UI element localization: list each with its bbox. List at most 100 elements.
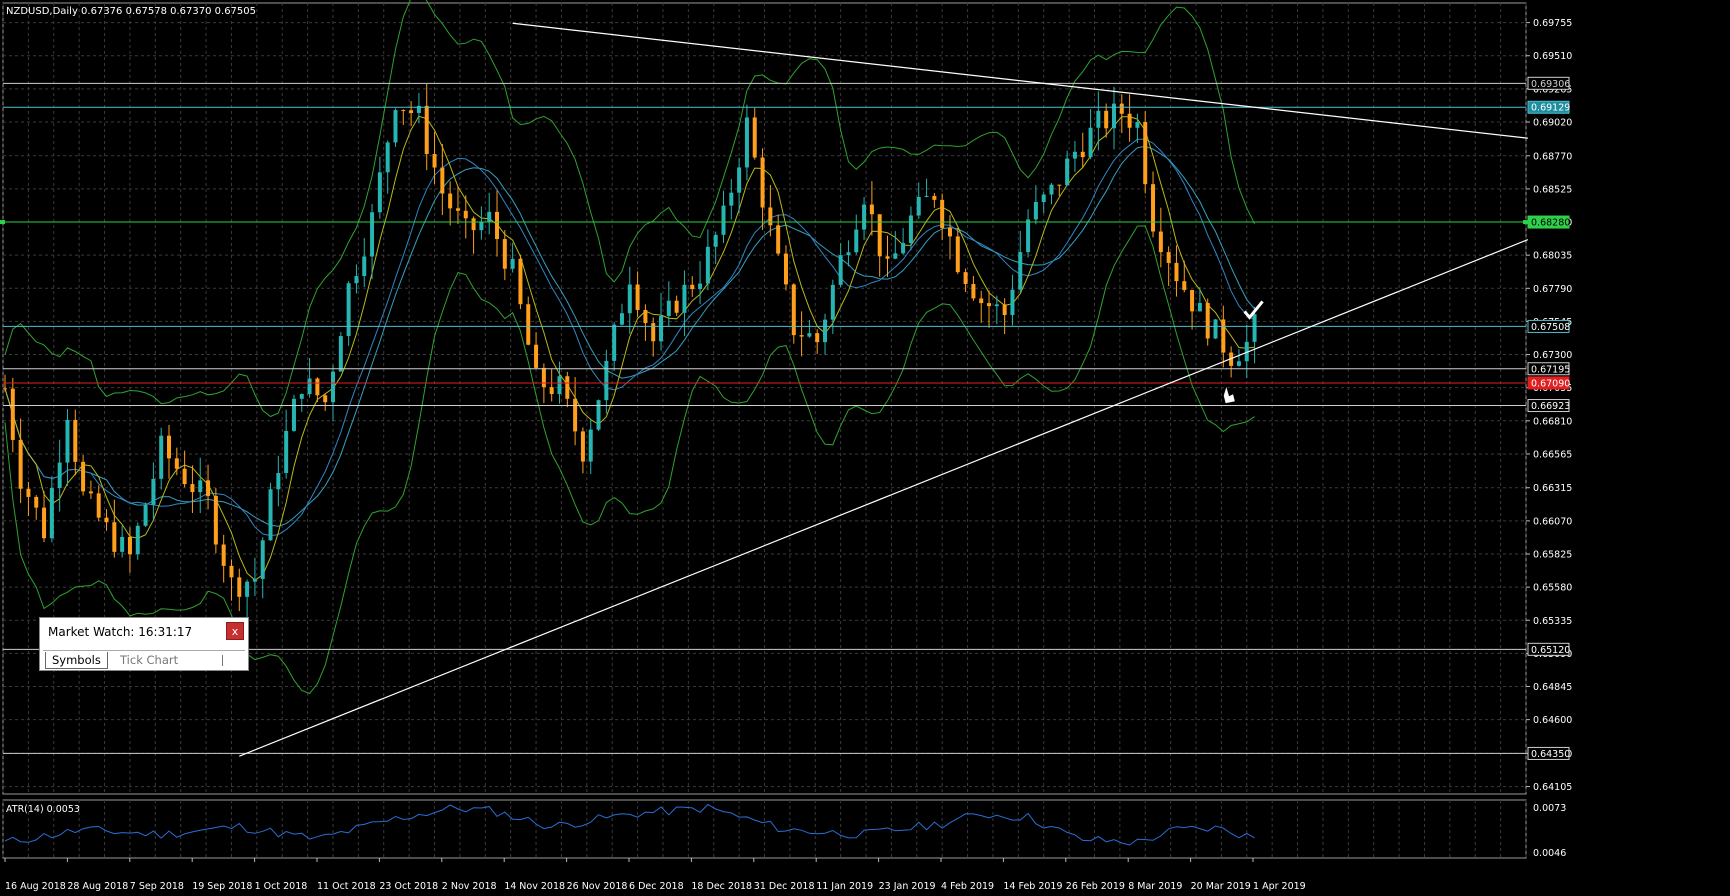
candle-body: [424, 105, 429, 155]
price-tick-label: 0.66070: [1533, 516, 1572, 527]
time-tick-label: 20 Mar 2019: [1191, 881, 1251, 892]
close-icon[interactable]: x: [226, 622, 244, 640]
candle-body: [237, 577, 242, 597]
chart-header: NZDUSD,Daily 0.67376 0.67578 0.67370 0.6…: [6, 6, 256, 17]
candle-body: [463, 210, 468, 219]
candle-body: [167, 435, 172, 459]
time-tick-label: 19 Sep 2018: [192, 881, 252, 892]
candle-body: [580, 431, 585, 462]
price-badge-label: 0.64350: [1531, 749, 1570, 760]
candle-body: [440, 167, 445, 194]
atr-axis-label: 0.0073: [1533, 803, 1566, 814]
candle-body: [705, 246, 710, 284]
candle-body: [643, 309, 648, 324]
candle-body: [651, 323, 656, 342]
candle-body: [1033, 201, 1038, 220]
candle-body: [690, 284, 695, 290]
candle-body: [799, 335, 804, 337]
time-tick-label: 14 Feb 2019: [1003, 881, 1062, 892]
time-tick-label: 6 Dec 2018: [629, 881, 684, 892]
candle-body: [729, 192, 734, 206]
price-badge-label: 0.67195: [1531, 364, 1570, 375]
candle-body: [940, 199, 945, 229]
candle-body: [612, 324, 617, 361]
market-watch-panel[interactable]: Market Watch: 16:31:17 x Symbols Tick Ch…: [39, 617, 249, 671]
candle-body: [245, 581, 250, 597]
candle-body: [1205, 303, 1210, 339]
candle-body: [385, 142, 390, 173]
candle-body: [924, 195, 929, 197]
candle-body: [901, 243, 906, 254]
time-tick-label: 7 Sep 2018: [130, 881, 184, 892]
candle-body: [455, 208, 460, 211]
candle-body: [947, 228, 952, 237]
candle-body: [299, 394, 304, 399]
price-badge: [1527, 746, 1570, 760]
price-tick-label: 0.69020: [1533, 117, 1572, 128]
candle-body: [1127, 113, 1132, 128]
candle-body: [495, 211, 500, 240]
tab-tick-chart[interactable]: Tick Chart: [120, 653, 179, 667]
price-tick-label: 0.68525: [1533, 184, 1572, 195]
candle-body: [229, 565, 234, 578]
price-tick-label: 0.69755: [1533, 18, 1572, 29]
candle-body: [276, 473, 281, 490]
candle-body: [971, 284, 976, 299]
candle-body: [1018, 252, 1023, 290]
tab-symbols[interactable]: Symbols: [45, 652, 108, 669]
price-tick-label: 0.69510: [1533, 51, 1572, 62]
candle-body: [49, 487, 54, 539]
price-badge: [1527, 76, 1570, 90]
price-badge-label: 0.67090: [1531, 378, 1570, 389]
candle-body: [1135, 122, 1140, 128]
atr-line: [4, 803, 1255, 846]
candle-body: [659, 316, 664, 342]
candle-body: [34, 496, 39, 508]
candle-body: [737, 167, 742, 193]
candle-body: [213, 495, 218, 545]
candle-body: [88, 491, 93, 494]
candle-body: [1244, 341, 1249, 362]
hand-cursor-icon: [1222, 384, 1236, 405]
candle-body: [635, 284, 640, 310]
candle-body: [448, 193, 453, 209]
candle-body: [159, 435, 164, 479]
candle-body: [73, 419, 78, 462]
candle-body: [1151, 184, 1156, 232]
candle-body: [1182, 281, 1187, 291]
candle-body: [627, 284, 632, 314]
candle-body: [198, 480, 203, 493]
candle-body: [815, 333, 820, 343]
ma-slow-2: [4, 145, 1255, 527]
candle-body: [987, 303, 992, 307]
candle-body: [120, 536, 125, 552]
candle-body: [846, 252, 851, 256]
candle-body: [862, 204, 867, 230]
atr-axis-label: 0.0046: [1533, 848, 1566, 859]
time-tick-label: 31 Dec 2018: [754, 881, 815, 892]
candle-body: [760, 157, 765, 208]
candle-body: [1026, 219, 1031, 253]
candle-body: [565, 376, 570, 399]
candle-body: [807, 333, 812, 337]
candle-body: [557, 376, 562, 395]
candle-body: [1197, 303, 1202, 312]
price-tick-label: 0.67790: [1533, 284, 1572, 295]
price-tick-label: 0.69265: [1533, 84, 1572, 95]
candle-body: [471, 218, 476, 231]
market-watch-title: Market Watch: 16:31:17: [48, 625, 193, 639]
candle-body: [401, 110, 406, 112]
candle-body: [1041, 194, 1046, 202]
candle-body: [619, 313, 624, 325]
candle-body: [206, 480, 211, 496]
price-tick-label: 0.68770: [1533, 151, 1572, 162]
level-marker: [0, 220, 5, 225]
candle-body: [510, 258, 515, 269]
candle-body: [1236, 361, 1241, 366]
candle-body: [331, 371, 336, 403]
candle-body: [81, 461, 86, 492]
candle-body: [791, 284, 796, 336]
candle-body: [1252, 314, 1257, 342]
candle-body: [354, 276, 359, 284]
